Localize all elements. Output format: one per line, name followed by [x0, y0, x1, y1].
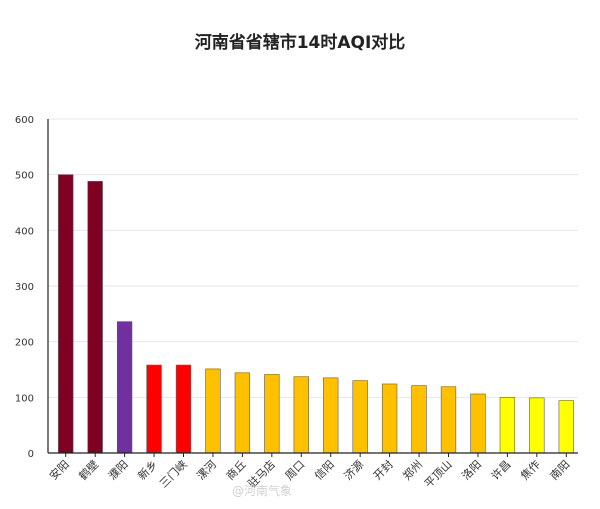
bar — [529, 397, 545, 454]
bar — [205, 368, 221, 454]
bar — [87, 181, 103, 454]
x-tick-label: 焦作 — [518, 458, 543, 483]
bar — [264, 374, 280, 454]
x-tick-label: 开封 — [370, 457, 395, 482]
bar — [440, 386, 457, 454]
bar — [146, 364, 162, 454]
gridlines — [48, 118, 578, 398]
y-tick-label: 600 — [15, 115, 34, 126]
bar — [293, 376, 309, 454]
y-tick-label: 0 — [28, 449, 34, 460]
bar — [499, 397, 516, 454]
chart-title: 河南省省辖市14时AQI对比 — [194, 33, 406, 53]
x-tick-label: 济源 — [341, 457, 366, 482]
bar — [411, 385, 427, 454]
x-tick-label: 南阳 — [548, 458, 573, 483]
bar — [352, 380, 368, 454]
x-tick-label: 漯河 — [194, 458, 219, 483]
bar — [381, 383, 398, 454]
bar — [558, 400, 574, 454]
x-tick-label: 信阳 — [312, 458, 337, 483]
watermark: @河南气象 — [232, 484, 293, 498]
x-tick-label: 平顶山 — [422, 458, 455, 491]
bar — [470, 393, 486, 454]
y-tick-label: 100 — [15, 393, 34, 404]
x-tick-label: 三门峡 — [156, 457, 189, 490]
x-tick-label: 商丘 — [223, 457, 248, 482]
y-tick-label: 400 — [15, 226, 34, 237]
x-tick-label: 濮阳 — [105, 457, 130, 482]
bar — [234, 372, 251, 454]
x-tick-label: 周口 — [283, 458, 308, 483]
y-tick-label: 500 — [15, 171, 34, 182]
x-tick-label: 郑州 — [400, 457, 425, 482]
bar — [58, 174, 74, 454]
bar — [175, 364, 192, 454]
y-tick-label: 300 — [15, 282, 34, 293]
x-tick-label: 新乡 — [135, 457, 160, 482]
x-tick-label: 鹤壁 — [76, 457, 101, 482]
bar — [323, 377, 339, 454]
x-tick-label: 许昌 — [489, 458, 514, 483]
bar — [116, 321, 133, 454]
y-axis: 0 100 200 300 400 500 600 — [15, 115, 49, 460]
bars — [58, 174, 574, 454]
y-tick-label: 200 — [15, 338, 34, 349]
x-tick-label: 安阳 — [46, 457, 71, 482]
x-tick-label: 洛阳 — [459, 457, 484, 482]
